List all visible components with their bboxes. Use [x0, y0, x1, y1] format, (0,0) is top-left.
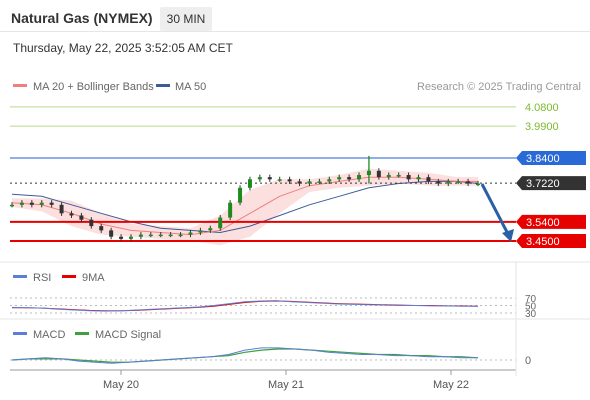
candle-body: [466, 181, 471, 184]
level-label: 3.8400: [526, 153, 560, 165]
x-axis: May 20 May 21 May 22: [103, 370, 469, 391]
chart-title: Natural Gas (NYMEX): [11, 10, 153, 26]
level-label: 3.5400: [526, 217, 560, 229]
candle-body: [446, 181, 451, 184]
forecast-arrow: [480, 183, 514, 242]
macd-path: [11, 347, 478, 364]
candle-body: [238, 187, 243, 203]
macd-signal-legend-label: MACD Signal: [95, 329, 161, 341]
ma50-legend-label: MA 50: [175, 81, 206, 93]
candle-body: [416, 177, 421, 180]
level-label: 4.0800: [525, 102, 559, 114]
candle-body: [79, 215, 84, 220]
ma20-legend-label: MA 20 + Bollinger Bands: [33, 81, 154, 93]
ma50-legend-swatch: [156, 84, 170, 87]
candle-body: [456, 181, 461, 183]
candle-body: [406, 175, 411, 180]
rsi-level-label: 70: [525, 294, 537, 305]
candle-body: [317, 181, 322, 183]
candle-body: [99, 226, 104, 231]
macd-signal-path: [11, 348, 479, 363]
x-tick-label: May 20: [103, 379, 139, 391]
rsi-legend-swatch: [13, 275, 27, 278]
candle-body: [128, 236, 133, 239]
candle-body: [138, 234, 143, 237]
candle-body: [49, 202, 54, 205]
candle-body: [297, 181, 302, 184]
level-label: 3.7220: [526, 178, 560, 190]
candle-body: [198, 230, 203, 233]
candle-body: [436, 181, 441, 184]
level-label: 3.4500: [526, 236, 560, 248]
level-label-box: [516, 151, 586, 165]
candle-body: [19, 202, 24, 205]
level-label-box: [516, 176, 586, 191]
rsi-level-label: 50: [525, 302, 537, 313]
rsi-path: [11, 300, 478, 312]
candle-body: [228, 202, 233, 218]
candle-body: [39, 202, 44, 205]
level-label: 3.9900: [525, 121, 559, 133]
candle-body: [396, 175, 401, 177]
candle-body: [277, 179, 282, 181]
rsi-ma-legend-label: 9MA: [82, 272, 105, 284]
macd-legend-label: MACD: [33, 329, 65, 341]
candle-body: [29, 202, 34, 205]
candle-body: [337, 177, 342, 180]
macd-legend-swatch: [13, 332, 27, 335]
price-candles: [10, 155, 480, 242]
level-label-box: [516, 234, 586, 248]
copyright-text: Research © 2025 Trading Central: [417, 81, 581, 93]
candle-body: [89, 219, 94, 227]
timeframe-badge[interactable]: 30 MIN: [160, 7, 212, 31]
candle-body: [376, 170, 381, 178]
rsi-legend-label: RSI: [33, 272, 51, 284]
macd-zero-label: 0: [525, 355, 531, 367]
timestamp: Thursday, May 22, 2025 3:52:05 AM CET: [13, 41, 233, 55]
candle-body: [178, 234, 183, 237]
level-labels: 4.0800 3.9900 3.8400 3.7220 3.5400 3.4500: [516, 102, 586, 248]
candle-body: [267, 177, 272, 180]
candle-body: [10, 204, 14, 207]
candle-body: [257, 177, 262, 180]
candle-body: [119, 236, 124, 239]
rsi-level-label: 30: [525, 309, 537, 320]
candle-body: [59, 204, 64, 214]
ma50-line: [11, 180, 479, 234]
candle-body: [69, 213, 74, 216]
candle-body: [357, 175, 362, 180]
candle-body: [158, 234, 163, 237]
header-divider: [0, 31, 590, 32]
x-tick-label: May 21: [268, 379, 304, 391]
candle-body: [188, 232, 193, 235]
ma20-legend-swatch: [13, 84, 27, 87]
candle-body: [347, 177, 352, 180]
candle-body: [218, 217, 223, 229]
candle-body: [168, 234, 173, 237]
candle-body: [208, 228, 213, 231]
ma50-path: [11, 180, 479, 234]
level-lines: [10, 106, 516, 242]
bollinger-band-area: [12, 168, 478, 246]
candle-body: [148, 234, 153, 237]
rsi-ma-legend-swatch: [62, 275, 76, 278]
candle-body: [327, 179, 332, 182]
x-tick-label: May 22: [433, 379, 469, 391]
candle-body: [386, 175, 391, 178]
candle-body: [287, 179, 292, 182]
candle-body: [426, 177, 431, 182]
bollinger-bands: [12, 168, 478, 246]
candle-body: [476, 183, 480, 186]
candle-body: [109, 230, 114, 237]
level-label-box: [516, 214, 586, 229]
macd-signal-legend-swatch: [75, 332, 89, 335]
rsi-lines: [11, 300, 479, 312]
candle-body: [247, 179, 252, 188]
macd-lines: [11, 347, 479, 364]
candle-body: [307, 181, 312, 184]
